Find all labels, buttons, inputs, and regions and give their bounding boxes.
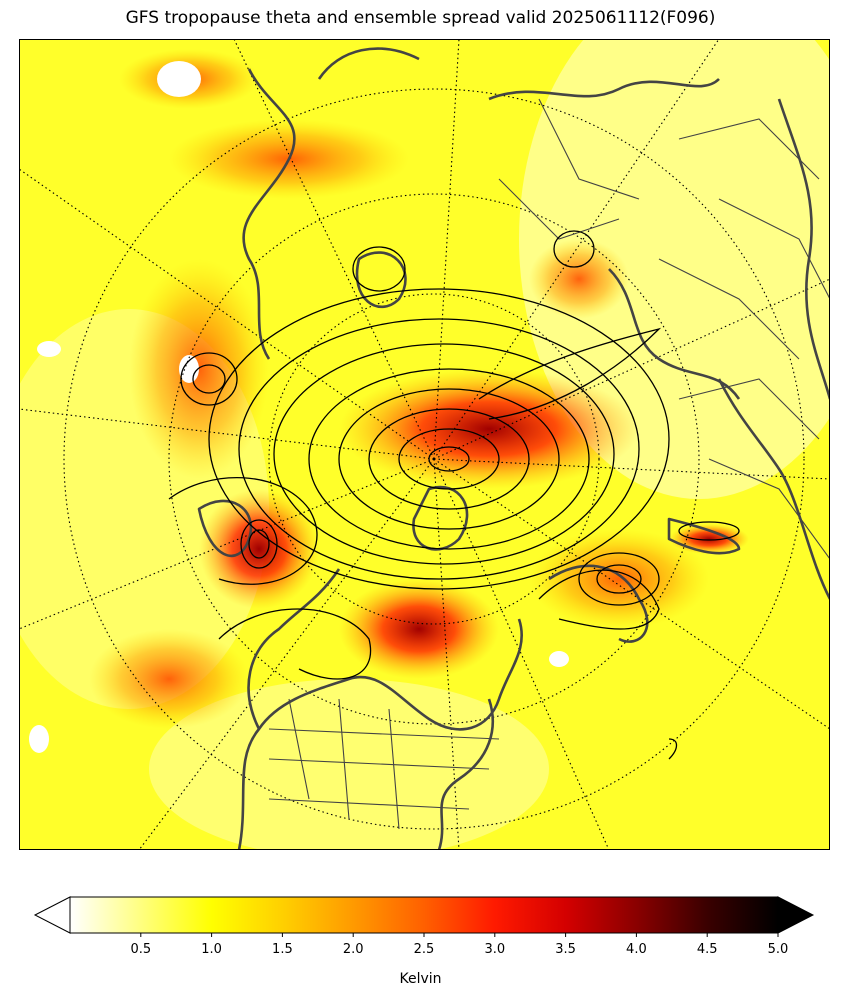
colorbar-tick-label: 4.5 [697,942,718,957]
chart-title: GFS tropopause theta and ensemble spread… [125,8,716,28]
low-spread-patch [549,651,569,667]
colorbar-svg: 0.5 1.0 1.5 2.0 2.5 3.0 3.5 4.0 4.5 5.0 [33,896,815,957]
colorbar-extend-low [33,896,71,934]
colorbar-tick-label: 2.5 [414,942,435,957]
graticule [19,39,830,850]
colorbar-extend-high [777,896,815,934]
spread-field-pale-region [519,39,830,499]
colorbar-tick-label: 5.0 [768,942,789,957]
spread-band [199,489,319,609]
theta-contours [168,230,740,760]
spread-band [529,239,629,319]
spread-band [339,579,499,679]
spread-band [89,629,249,729]
colorbar-tick-label: 3.0 [484,942,505,957]
colorbar-gradient [69,896,779,934]
colorbar-tick-label: 4.0 [626,942,647,957]
colorbar-tick-label: 1.0 [201,942,222,957]
colorbar-tick-label: 0.5 [130,942,151,957]
map-border [19,39,830,850]
map-svg [19,39,830,850]
spread-band [339,369,639,489]
borders [268,98,830,830]
low-spread-patch [29,725,49,753]
low-spread-patch [37,341,61,357]
spread-band [529,529,709,629]
colorbar: 0.5 1.0 1.5 2.0 2.5 3.0 3.5 4.0 4.5 5.0 [0,895,841,1003]
spread-field-pale-region [149,679,549,850]
colorbar-tick-label: 3.5 [555,942,576,957]
low-spread-patch [157,61,201,97]
map-panel[interactable] [19,39,830,850]
colorbar-label: Kelvin [399,971,442,987]
colorbar-tick-label: 1.5 [272,942,293,957]
coastlines [197,47,830,850]
colorbar-tick-label: 2.0 [343,942,364,957]
